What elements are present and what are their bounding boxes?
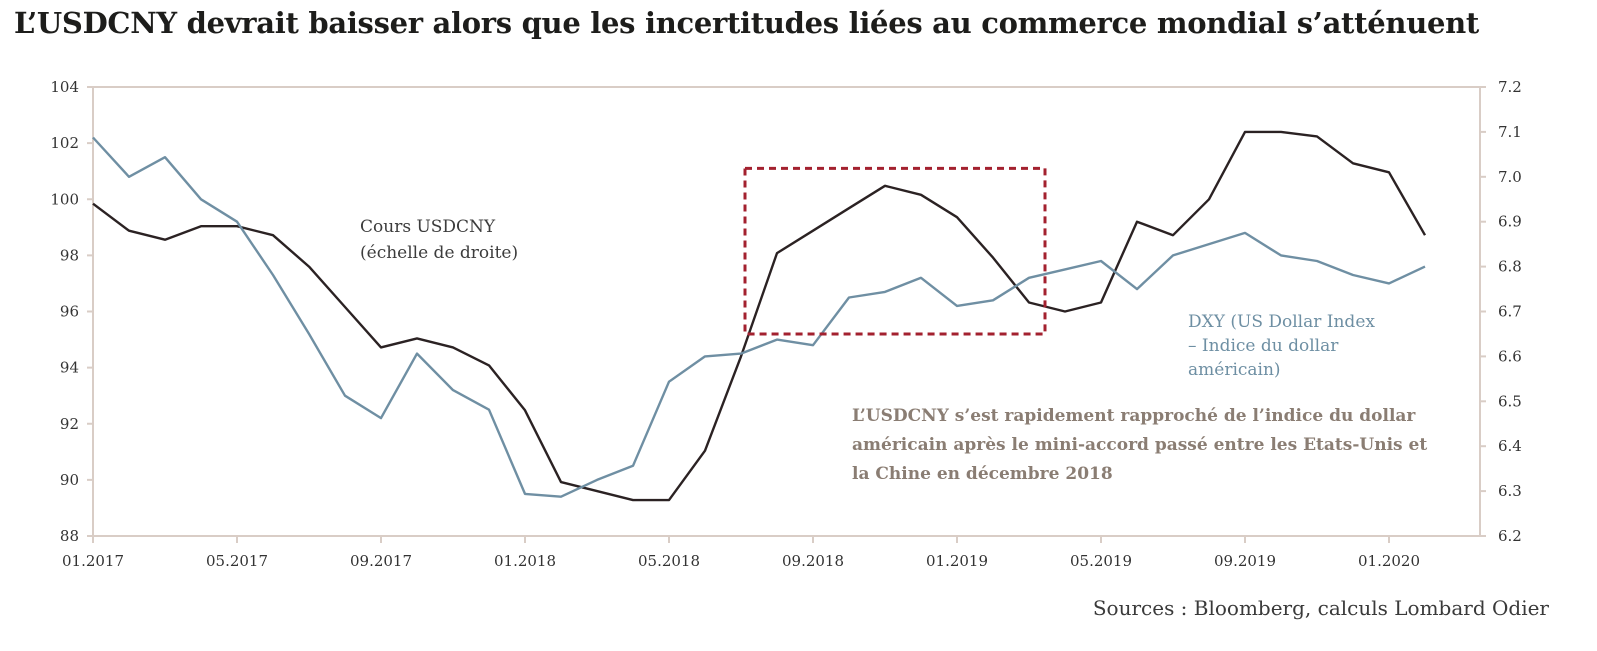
x-tick-label: 01.2017 <box>62 552 124 570</box>
x-tick-label: 05.2017 <box>206 552 268 570</box>
dxy-line <box>92 136 1426 498</box>
y-left-tick-label: 96 <box>60 303 79 321</box>
annotation-note: L’USDCNY s’est rapidement rapproché de l… <box>852 406 1427 484</box>
y-right-tick-label: 6.4 <box>1498 437 1522 455</box>
y-left-tick-label: 90 <box>60 471 79 489</box>
y-right-tick-label: 6.7 <box>1498 303 1522 321</box>
usdcny-label: Cours USDCNY (échelle de droite) <box>360 217 518 263</box>
x-tick-label: 09.2019 <box>1214 552 1276 570</box>
y-left-tick-label: 98 <box>60 246 79 264</box>
x-tick-label: 09.2017 <box>350 552 412 570</box>
x-tick-label: 09.2018 <box>782 552 844 570</box>
y-right-tick-label: 6.8 <box>1498 258 1522 276</box>
highlight-box <box>743 166 1047 336</box>
x-tick-label: 05.2019 <box>1070 552 1132 570</box>
x-tick-label: 01.2020 <box>1358 552 1420 570</box>
y-right-tick-label: 6.9 <box>1498 213 1522 231</box>
y-right-tick-label: 7.0 <box>1498 168 1522 186</box>
source-note: Sources : Bloomberg, calculs Lombard Odi… <box>1092 596 1549 620</box>
y-right-tick-label: 6.6 <box>1498 347 1522 365</box>
x-tick-label: 01.2018 <box>494 552 556 570</box>
y-right-tick-label: 6.2 <box>1498 527 1522 545</box>
axes: 88 90 92 94 96 98 100 102 104 6.2 6.3 6.4 6.5 6.6 6.7 6… <box>50 78 1522 570</box>
y-left-tick-label: 104 <box>50 78 79 96</box>
y-left-tick-label: 94 <box>60 359 79 377</box>
y-right-tick-label: 7.2 <box>1498 78 1522 96</box>
y-left-tick-label: 88 <box>60 527 79 545</box>
chart-title: L’USDCNY devrait baisser alors que les i… <box>14 6 1480 40</box>
annotations: Cours USDCNY (échelle de droite) DXY (US D… <box>360 166 1427 484</box>
x-tick-label: 05.2018 <box>638 552 700 570</box>
y-left-tick-label: 102 <box>50 134 79 152</box>
y-left-tick-label: 92 <box>60 415 79 433</box>
y-right-tick-label: 6.3 <box>1498 482 1522 500</box>
y-right-tick-label: 6.5 <box>1498 392 1522 410</box>
x-tick-label: 01.2019 <box>926 552 988 570</box>
dxy-label: DXY (US Dollar Index – Indice du dollar am… <box>1188 312 1375 380</box>
usdcny-line <box>92 130 1427 502</box>
y-right-tick-label: 7.1 <box>1498 123 1522 141</box>
y-left-tick-label: 100 <box>50 190 79 208</box>
series-lines <box>92 130 1427 502</box>
